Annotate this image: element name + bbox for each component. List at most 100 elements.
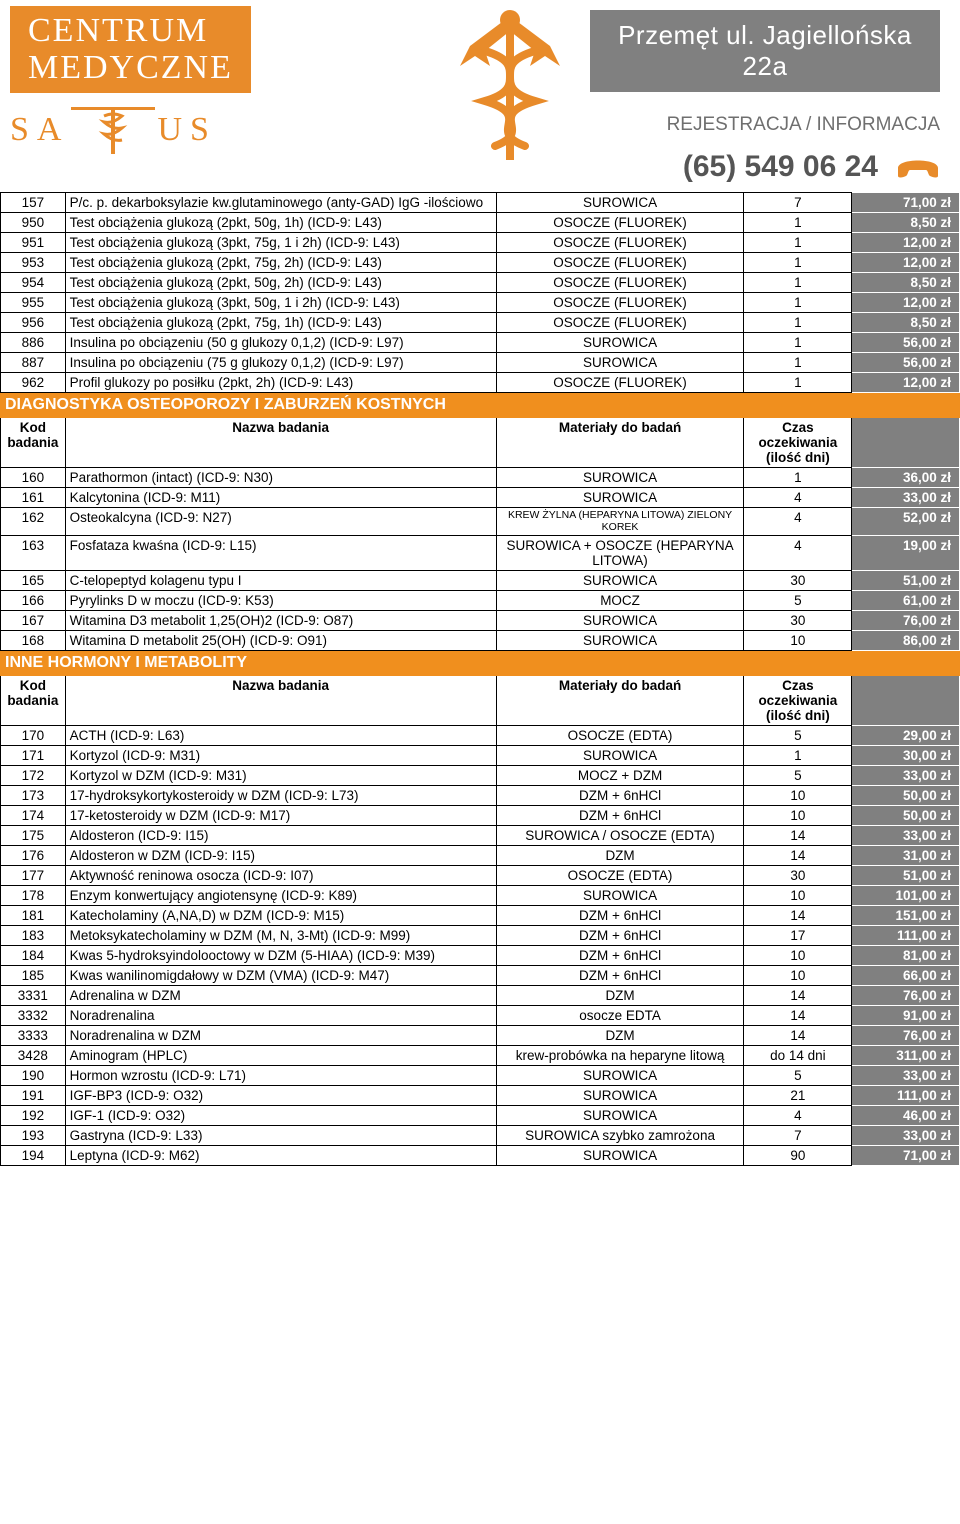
cell-days: 14 — [744, 1006, 852, 1026]
cell-days: 10 — [744, 946, 852, 966]
cell-price: 86,00 zł — [852, 631, 960, 651]
cell-mat: SUROWICA — [496, 1146, 744, 1166]
column-header-row: Kod badaniaNazwa badaniaMateriały do bad… — [1, 676, 960, 726]
cell-days: 10 — [744, 806, 852, 826]
cell-price: 33,00 zł — [852, 488, 960, 508]
cell-days: 10 — [744, 631, 852, 651]
salus-logo: SA US — [10, 107, 430, 154]
cell-code: 886 — [1, 333, 66, 353]
cell-name: Insulina po obciązeniu (50 g glukozy 0,1… — [65, 333, 496, 353]
cell-days: 30 — [744, 866, 852, 886]
cell-days: 21 — [744, 1086, 852, 1106]
cell-price: 46,00 zł — [852, 1106, 960, 1126]
cell-mat: SUROWICA — [496, 1086, 744, 1106]
cell-mat: OSOCZE (EDTA) — [496, 726, 744, 746]
header-right: Przemęt ul. Jagiellońska 22a REJESTRACJA… — [590, 6, 940, 184]
table-row: 162Osteokalcyna (ICD-9: N27)KREW ŻYLNA (… — [1, 508, 960, 536]
cell-mat: OSOCZE (FLUOREK) — [496, 233, 744, 253]
cell-days: 14 — [744, 906, 852, 926]
cell-days: 90 — [744, 1146, 852, 1166]
col-header: Materiały do badań — [496, 418, 744, 468]
cell-price: 12,00 zł — [852, 253, 960, 273]
cell-code: 962 — [1, 373, 66, 393]
cell-name: Osteokalcyna (ICD-9: N27) — [65, 508, 496, 536]
table-row: 181Katecholaminy (A,NA,D) w DZM (ICD-9: … — [1, 906, 960, 926]
table-row: 955Test obciążenia glukozą (3pkt, 50g, 1… — [1, 293, 960, 313]
cell-days: 5 — [744, 591, 852, 611]
cell-days: 1 — [744, 273, 852, 293]
cell-days: 4 — [744, 508, 852, 536]
cell-mat: DZM — [496, 1026, 744, 1046]
table-row: 170ACTH (ICD-9: L63)OSOCZE (EDTA)529,00 … — [1, 726, 960, 746]
cell-days: 1 — [744, 373, 852, 393]
table-row: 157P/c. p. dekarboksylazie kw.glutaminow… — [1, 193, 960, 213]
cell-name: Noradrenalina w DZM — [65, 1026, 496, 1046]
cell-code: 3428 — [1, 1046, 66, 1066]
cell-price: 51,00 zł — [852, 571, 960, 591]
cell-name: 17-ketosteroidy w DZM (ICD-9: M17) — [65, 806, 496, 826]
cell-name: Test obciążenia glukozą (2pkt, 50g, 2h) … — [65, 273, 496, 293]
cell-days: 1 — [744, 233, 852, 253]
table-row: 3333Noradrenalina w DZMDZM1476,00 zł — [1, 1026, 960, 1046]
cell-days: 4 — [744, 1106, 852, 1126]
cell-mat: OSOCZE (FLUOREK) — [496, 253, 744, 273]
cell-code: 176 — [1, 846, 66, 866]
table-row: 3428Aminogram (HPLC)krew-probówka na hep… — [1, 1046, 960, 1066]
table-row: 886Insulina po obciązeniu (50 g glukozy … — [1, 333, 960, 353]
col-header-price — [852, 676, 960, 726]
page-header: CENTRUM MEDYCZNE SA US Przemęt ul. Jagie… — [0, 0, 960, 192]
cell-mat: DZM + 6nHCl — [496, 786, 744, 806]
cell-mat: SUROWICA — [496, 353, 744, 373]
cell-price: 12,00 zł — [852, 373, 960, 393]
cell-mat: OSOCZE (EDTA) — [496, 866, 744, 886]
cell-name: Noradrenalina — [65, 1006, 496, 1026]
cell-name: Leptyna (ICD-9: M62) — [65, 1146, 496, 1166]
cell-mat: SUROWICA — [496, 631, 744, 651]
cell-name: Metoksykatecholaminy w DZM (M, N, 3-Mt) … — [65, 926, 496, 946]
cell-price: 91,00 zł — [852, 1006, 960, 1026]
cell-code: 171 — [1, 746, 66, 766]
cell-mat: SUROWICA — [496, 1106, 744, 1126]
cell-price: 151,00 zł — [852, 906, 960, 926]
cell-price: 12,00 zł — [852, 293, 960, 313]
table-row: 167Witamina D3 metabolit 1,25(OH)2 (ICD-… — [1, 611, 960, 631]
cell-code: 190 — [1, 1066, 66, 1086]
cell-mat: OSOCZE (FLUOREK) — [496, 213, 744, 233]
cell-price: 61,00 zł — [852, 591, 960, 611]
cell-mat: MOCZ — [496, 591, 744, 611]
cell-price: 8,50 zł — [852, 213, 960, 233]
cell-price: 76,00 zł — [852, 611, 960, 631]
cell-name: Parathormon (intact) (ICD-9: N30) — [65, 468, 496, 488]
cell-price: 56,00 zł — [852, 353, 960, 373]
cell-code: 183 — [1, 926, 66, 946]
cell-code: 956 — [1, 313, 66, 333]
table-row: 956Test obciążenia glukozą (2pkt, 75g, 1… — [1, 313, 960, 333]
cell-days: 4 — [744, 488, 852, 508]
cell-price: 29,00 zł — [852, 726, 960, 746]
table-row: 950Test obciążenia glukozą (2pkt, 50g, 1… — [1, 213, 960, 233]
table-row: 171Kortyzol (ICD-9: M31)SUROWICA130,00 z… — [1, 746, 960, 766]
cell-code: 191 — [1, 1086, 66, 1106]
cell-mat: SUROWICA — [496, 1066, 744, 1086]
cell-code: 168 — [1, 631, 66, 651]
table-row: 954Test obciążenia glukozą (2pkt, 50g, 2… — [1, 273, 960, 293]
section-title-row: DIAGNOSTYKA OSTEOPOROZY I ZABURZEŃ KOSTN… — [1, 393, 960, 418]
cell-mat: KREW ŻYLNA (HEPARYNA LITOWA) ZIELONY KOR… — [496, 508, 744, 536]
cell-code: 175 — [1, 826, 66, 846]
cell-price: 36,00 zł — [852, 468, 960, 488]
cell-code: 194 — [1, 1146, 66, 1166]
cell-days: 1 — [744, 313, 852, 333]
table-row: 178Enzym konwertujący angiotensynę (ICD-… — [1, 886, 960, 906]
table-row: 3332 Noradrenalinaosocze EDTA1491,00 zł — [1, 1006, 960, 1026]
cell-code: 184 — [1, 946, 66, 966]
cell-code: 951 — [1, 233, 66, 253]
cell-days: 4 — [744, 536, 852, 571]
cell-code: 177 — [1, 866, 66, 886]
registration-label: REJESTRACJA / INFORMACJA — [590, 114, 940, 136]
cell-mat: OSOCZE (FLUOREK) — [496, 293, 744, 313]
cell-code: 163 — [1, 536, 66, 571]
cell-days: 1 — [744, 746, 852, 766]
table-row: 194Leptyna (ICD-9: M62)SUROWICA9071,00 z… — [1, 1146, 960, 1166]
cell-name: Fosfataza kwaśna (ICD-9: L15) — [65, 536, 496, 571]
cell-price: 33,00 zł — [852, 826, 960, 846]
